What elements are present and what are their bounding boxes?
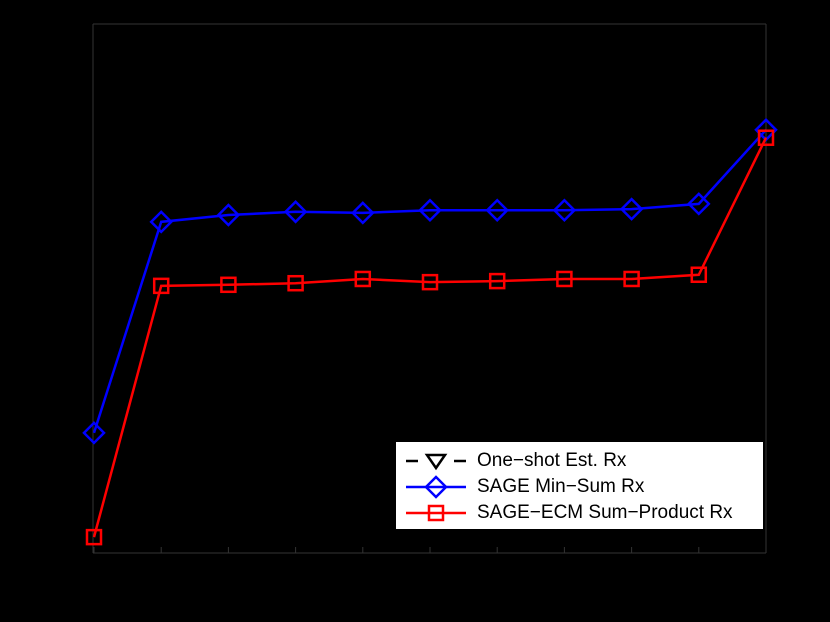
data-point-marker	[690, 266, 708, 283]
data-point-marker	[220, 276, 237, 294]
axes	[92, 23, 767, 554]
legend-label: SAGE Min−Sum Rx	[477, 476, 645, 497]
series-diamond	[82, 118, 778, 445]
triangle-down-marker-icon	[406, 453, 466, 471]
data-point-marker	[85, 528, 103, 546]
legend-label: One−shot Est. Rx	[477, 450, 627, 471]
data-point-marker	[488, 272, 506, 290]
data-point-marker	[619, 197, 644, 221]
data-point-marker	[552, 198, 577, 222]
data-point-marker	[82, 421, 106, 445]
data-point-marker	[149, 210, 173, 234]
data-point-marker	[421, 273, 439, 291]
legend-item-sage-ecm-sum-product: SAGE−ECM Sum−Product Rx	[396, 500, 763, 526]
series-line	[92, 128, 767, 434]
series-square	[85, 129, 775, 546]
data-point-marker	[216, 203, 241, 227]
diamond-marker-icon	[406, 475, 466, 499]
square-marker-icon	[406, 504, 466, 522]
data-point-marker	[418, 198, 442, 222]
data-point-marker	[152, 277, 170, 295]
legend-item-one-shot: One−shot Est. Rx	[396, 448, 763, 474]
legend-item-sage-min-sum: SAGE Min−Sum Rx	[396, 474, 763, 500]
legend: One−shot Est. Rx SAGE Min−Sum Rx SAGE−EC…	[395, 441, 764, 530]
data-point-marker	[351, 201, 375, 225]
data-point-marker	[556, 270, 573, 288]
data-point-marker	[485, 198, 509, 222]
plot-area	[82, 118, 778, 546]
data-point-marker	[287, 274, 304, 292]
data-point-marker	[283, 200, 308, 224]
series-line	[92, 137, 768, 538]
data-point-marker	[354, 270, 372, 288]
data-point-marker	[757, 129, 775, 146]
data-point-marker	[623, 270, 640, 288]
data-point-marker	[687, 192, 711, 216]
legend-label: SAGE−ECM Sum−Product Rx	[477, 502, 733, 523]
